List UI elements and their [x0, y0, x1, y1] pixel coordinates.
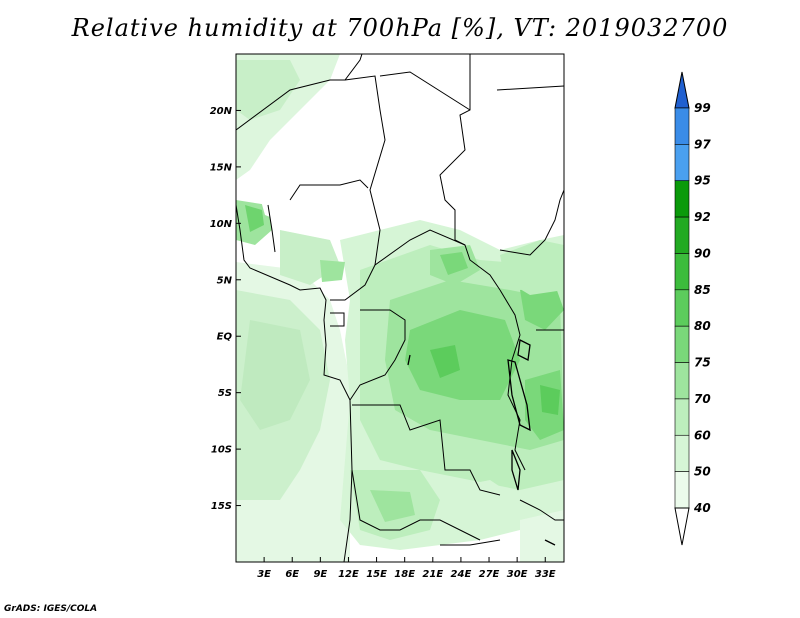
- colorbar-level-label: 95: [694, 174, 711, 188]
- colorbar-segment: [674, 325, 690, 363]
- lon-tick-label: 12E: [338, 569, 359, 580]
- lon-tick-label: 9E: [313, 569, 327, 580]
- lat-tick-label: 15S: [211, 501, 232, 512]
- map-title: Relative humidity at 700hPa [%], VT: 201…: [71, 14, 729, 42]
- colorbar-segment: [674, 216, 690, 254]
- lon-tick-label: 30E: [507, 569, 528, 580]
- grads-credit: GrADS: IGES/COLA: [4, 604, 98, 614]
- colorbar-segment: [674, 253, 690, 291]
- lon-tick-label: 27E: [479, 569, 500, 580]
- colorbar-level-label: 60: [694, 428, 711, 442]
- colorbar-level-label: 80: [694, 319, 711, 333]
- humidity-field: [236, 54, 564, 562]
- colorbar-level-label: 50: [694, 465, 711, 479]
- lat-tick-label: 15N: [210, 162, 233, 173]
- colorbar-level-label: 90: [694, 246, 711, 260]
- lat-tick-label: 10S: [211, 445, 232, 456]
- lake-outlines: [407, 339, 556, 546]
- colorbar-bottom-arrow: [674, 507, 690, 546]
- colorbar-segment: [674, 289, 690, 327]
- lat-tick-label: 10N: [210, 219, 233, 230]
- lon-tick-label: 3E: [257, 569, 271, 580]
- lon-tick-label: 15E: [366, 569, 387, 580]
- colorbar-segment: [674, 434, 690, 472]
- lat-tick-label: 5N: [217, 275, 233, 286]
- lon-tick-label: 6E: [285, 569, 299, 580]
- lon-tick-label: 24E: [451, 569, 472, 580]
- colorbar-segment: [674, 144, 690, 182]
- lat-tick-label: 5S: [218, 388, 232, 399]
- country-borders: [236, 54, 564, 562]
- colorbar-segment: [674, 180, 690, 218]
- lon-tick-label: 18E: [394, 569, 415, 580]
- colorbar-level-label: 75: [694, 356, 711, 370]
- colorbar-top-arrow: [674, 71, 690, 109]
- lon-tick-label: 33E: [535, 569, 556, 580]
- lon-tick-label: 21E: [422, 569, 443, 580]
- map-frame: [235, 53, 565, 563]
- colorbar-level-label: 40: [693, 501, 711, 515]
- colorbar-segment: [674, 398, 690, 436]
- colorbar-segment: [674, 107, 690, 145]
- latitude-ticks: 20N 15N 10N 5N EQ 5S 10S 15S: [210, 106, 241, 512]
- colorbar-level-label: 97: [694, 137, 711, 151]
- lat-tick-label: 20N: [210, 106, 233, 117]
- longitude-ticks: 3E 6E 9E 12E 15E 18E 21E 24E 27E 30E 33E: [257, 557, 556, 580]
- colorbar-segment: [674, 471, 690, 509]
- colorbar-level-label: 92: [694, 210, 711, 224]
- colorbar: 99 97 95 92 90 85 80 75 70 60 50 40: [674, 71, 711, 546]
- colorbar-level-label: 85: [694, 283, 711, 297]
- lat-tick-label: EQ: [217, 332, 233, 343]
- colorbar-level-label: 70: [694, 392, 711, 406]
- colorbar-segment: [674, 362, 690, 400]
- colorbar-level-label: 99: [694, 101, 711, 115]
